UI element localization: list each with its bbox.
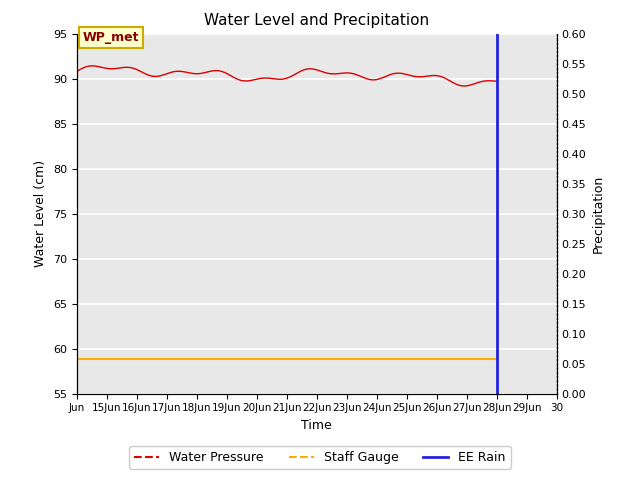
Legend: Water Pressure, Staff Gauge, EE Rain: Water Pressure, Staff Gauge, EE Rain <box>129 446 511 469</box>
Title: Water Level and Precipitation: Water Level and Precipitation <box>204 13 429 28</box>
Text: WP_met: WP_met <box>83 31 140 44</box>
X-axis label: Time: Time <box>301 419 332 432</box>
Y-axis label: Water Level (cm): Water Level (cm) <box>35 160 47 267</box>
Y-axis label: Precipitation: Precipitation <box>592 174 605 253</box>
